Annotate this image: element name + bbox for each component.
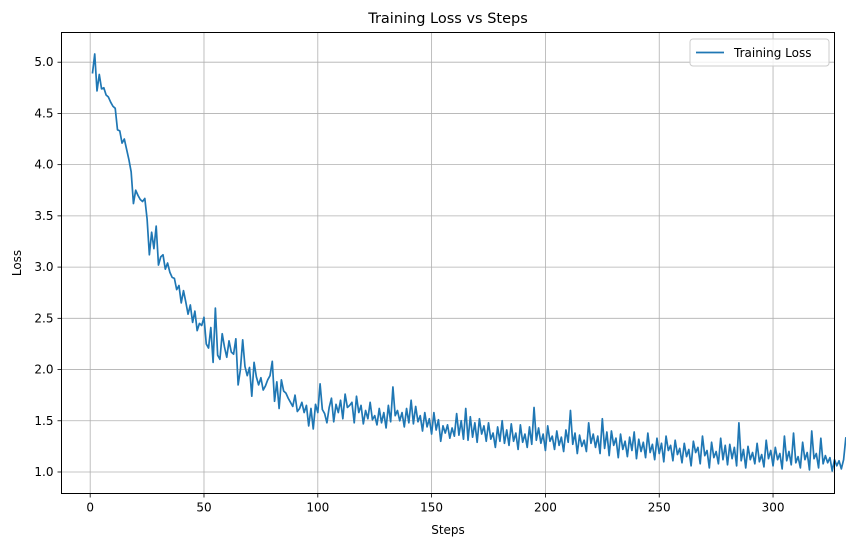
- ticks: 0 50 100 150 200 250 300 1.0 1.5 2.0 2.5 3.0 3.5 4.0 4…: [34, 55, 784, 514]
- x-tick-label: 200: [534, 501, 557, 515]
- legend-box: [689, 38, 830, 67]
- legend-label-training-loss: Training Loss: [733, 46, 811, 60]
- y-tick-label: 3.0: [34, 260, 53, 274]
- y-tick-label: 4.0: [34, 158, 53, 172]
- legend: Training Loss: [689, 38, 830, 67]
- y-tick-label: 1.5: [34, 414, 53, 428]
- y-axis-label: Loss: [10, 250, 24, 276]
- y-tick-label: 3.5: [34, 209, 53, 223]
- x-tick-label: 50: [196, 501, 211, 515]
- y-tick-label: 1.0: [34, 465, 53, 479]
- x-axis-label: Steps: [431, 523, 465, 537]
- x-tick-label: 0: [86, 501, 94, 515]
- y-tick-label: 2.5: [34, 311, 53, 325]
- y-tick-label: 5.0: [34, 55, 53, 69]
- grid: [61, 32, 835, 494]
- series-line-training-loss: [91, 53, 846, 472]
- chart-title: Training Loss vs Steps: [367, 11, 528, 27]
- x-tick-label: 150: [420, 501, 443, 515]
- x-tick-label: 250: [648, 501, 671, 515]
- x-tick-label: 300: [762, 501, 785, 515]
- y-tick-label: 2.0: [34, 363, 53, 377]
- x-tick-label: 100: [306, 501, 329, 515]
- series-layer: [91, 53, 846, 472]
- y-tick-label: 4.5: [34, 106, 53, 120]
- plot-frame: [61, 32, 835, 494]
